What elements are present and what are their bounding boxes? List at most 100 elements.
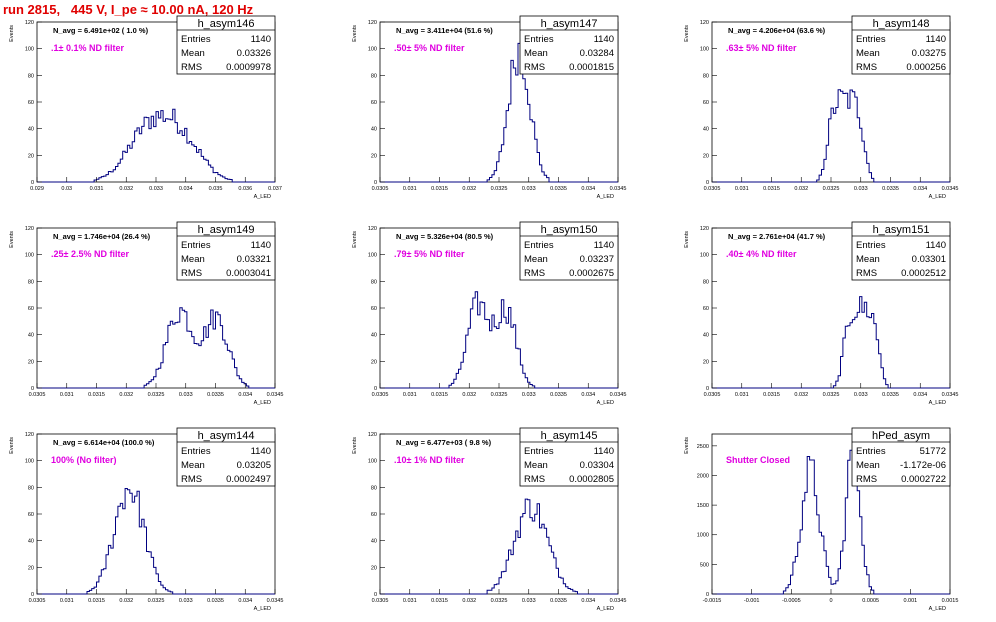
x-tick-label: 0.034 (238, 392, 252, 398)
x-tick-label: 0.031 (735, 186, 749, 192)
stats-value: 0.0001815 (569, 62, 614, 73)
stats-key: RMS (181, 268, 202, 279)
stats-key: RMS (524, 474, 545, 485)
x-tick-label: 0.033 (149, 186, 163, 192)
y-tick-label: 80 (28, 73, 34, 79)
y-tick-label: 80 (371, 279, 377, 285)
stats-key: RMS (524, 268, 545, 279)
histogram-line (712, 438, 950, 595)
stats-value: 0.03304 (580, 460, 614, 471)
x-tick-label: 0.0315 (763, 186, 780, 192)
stats-key: Entries (181, 34, 211, 45)
y-tick-label: 20 (371, 359, 377, 365)
histogram-line (37, 488, 275, 595)
y-axis-title: Events (9, 437, 15, 454)
x-tick-label: 0.0325 (491, 186, 508, 192)
histogram-line (380, 291, 618, 389)
x-tick-label: 0.031 (403, 392, 417, 398)
stats-value: 1140 (926, 240, 946, 251)
navg-label: N_avg = 6.491e+02 ( 1.0 %) (53, 26, 149, 35)
y-tick-label: 20 (28, 565, 34, 571)
y-axis-title: Events (684, 25, 690, 42)
y-axis-title: Events (684, 231, 690, 248)
navg-label: N_avg = 6.614e+04 (100.0 %) (53, 438, 155, 447)
x-tick-label: 0.0335 (550, 392, 567, 398)
y-axis-title: Events (352, 231, 358, 248)
x-tick-label: 0.0345 (942, 392, 959, 398)
stats-name: h_asym151 (873, 224, 930, 236)
histogram-line (380, 42, 618, 183)
y-tick-label: 0 (374, 180, 377, 186)
y-tick-label: 2000 (697, 473, 709, 479)
stats-name: hPed_asym (872, 430, 930, 442)
stats-key: Mean (181, 460, 205, 471)
x-tick-label: 0.033 (522, 186, 536, 192)
stats-key: Entries (181, 240, 211, 251)
stats-key: Entries (856, 34, 886, 45)
x-axis-title: A_LED (254, 606, 271, 612)
y-tick-label: 40 (28, 127, 34, 133)
x-tick-label: -0.0015 (703, 598, 722, 604)
stats-box (851, 15, 951, 75)
histogram-line (380, 498, 618, 595)
x-tick-label: 0.033 (522, 598, 536, 604)
x-tick-label: 0.0325 (823, 392, 840, 398)
x-tick-label: 0.0325 (491, 392, 508, 398)
stats-value: 0.0002722 (901, 474, 946, 485)
x-tick-label: 0.0345 (610, 598, 627, 604)
x-tick-label: 0.033 (179, 598, 193, 604)
x-tick-label: 0.029 (30, 186, 44, 192)
stats-key: RMS (856, 62, 877, 73)
y-tick-label: 0 (374, 592, 377, 598)
y-tick-label: 100 (700, 47, 709, 53)
y-tick-label: 1500 (697, 503, 709, 509)
stats-value: 0.03326 (237, 48, 271, 59)
x-tick-label: 0.031 (403, 186, 417, 192)
x-tick-label: 0.033 (522, 392, 536, 398)
x-tick-label: 0.0305 (704, 392, 721, 398)
x-tick-label: -0.001 (744, 598, 760, 604)
x-tick-label: 0.032 (119, 392, 133, 398)
stats-key: Mean (524, 460, 548, 471)
y-tick-label: 500 (700, 562, 709, 568)
y-tick-label: 80 (371, 73, 377, 79)
stats-key: RMS (181, 474, 202, 485)
y-tick-label: 0 (706, 592, 709, 598)
y-tick-label: 60 (371, 100, 377, 106)
y-axis-title: Events (684, 437, 690, 454)
panel-h_asym148: 0 20 40 60 80 100 120 0.0305 0.031 0.0315 0.032 0.0… (684, 15, 958, 200)
stats-value: 0.0002512 (901, 268, 946, 279)
stats-value: 0.03321 (237, 254, 271, 265)
x-tick-label: 0.0335 (207, 598, 224, 604)
x-tick-label: 0 (829, 598, 832, 604)
y-tick-label: 0 (374, 386, 377, 392)
stats-box (851, 221, 951, 281)
stats-value: -1.172e-06 (900, 460, 946, 471)
stats-key: Entries (181, 446, 211, 457)
stats-box (176, 15, 276, 75)
y-tick-label: 100 (25, 253, 34, 259)
y-tick-label: 80 (703, 73, 709, 79)
x-tick-label: 0.032 (462, 392, 476, 398)
x-tick-label: 0.0335 (550, 598, 567, 604)
panel-h_asym150: 0 20 40 60 80 100 120 0.0305 0.031 0.0315 0.032 0.0… (352, 221, 626, 406)
x-tick-label: 0.0335 (550, 186, 567, 192)
y-axis-title: Events (9, 231, 15, 248)
y-tick-label: 120 (368, 226, 377, 232)
stats-box (519, 427, 619, 487)
x-axis-title: A_LED (254, 194, 271, 200)
x-tick-label: 0.031 (90, 186, 104, 192)
stats-key: Mean (856, 254, 880, 265)
x-tick-label: 0.033 (179, 392, 193, 398)
stats-key: RMS (856, 268, 877, 279)
y-tick-label: 80 (28, 485, 34, 491)
stats-key: Entries (524, 446, 554, 457)
y-tick-label: 1000 (697, 533, 709, 539)
x-tick-label: 0.036 (238, 186, 252, 192)
filter-label: .1± 0.1% ND filter (51, 43, 124, 53)
x-tick-label: 0.0305 (704, 186, 721, 192)
x-axis-title: A_LED (597, 400, 614, 406)
x-tick-label: 0.0305 (372, 392, 389, 398)
stats-box (519, 15, 619, 75)
